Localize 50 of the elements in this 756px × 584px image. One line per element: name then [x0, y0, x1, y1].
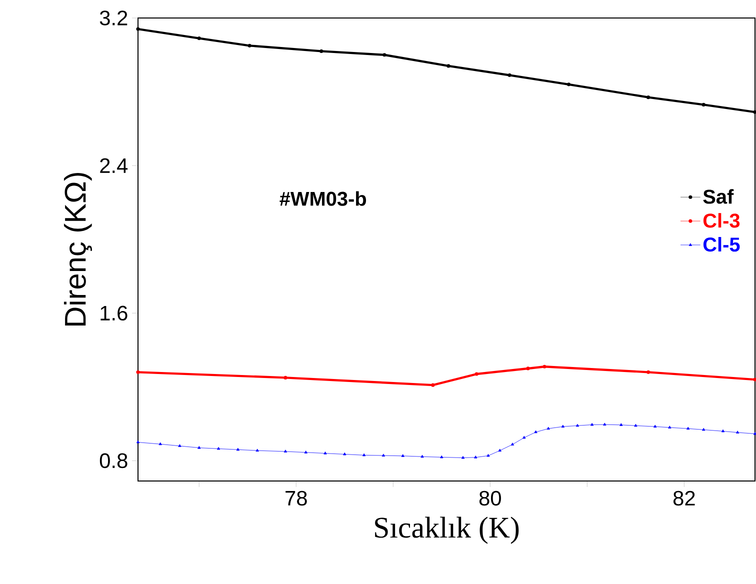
point: [136, 440, 140, 444]
point: [590, 422, 594, 426]
point: [603, 422, 606, 426]
point: [736, 430, 740, 434]
annotation: #WM03-b: [280, 191, 366, 206]
y-tick-label: 1.6: [100, 306, 128, 321]
point: [686, 426, 690, 430]
point: [668, 426, 672, 428]
x-tick-label: 80: [479, 490, 501, 506]
point: [522, 436, 526, 439]
point: [702, 428, 706, 431]
point: [362, 453, 366, 456]
legend-label: Cl-5: [703, 236, 740, 252]
point: [324, 452, 327, 454]
point: [216, 446, 220, 450]
point: [158, 442, 162, 446]
point: [236, 448, 240, 451]
point: [486, 454, 490, 457]
point: [256, 448, 259, 452]
point: [461, 456, 465, 459]
point: [534, 430, 538, 434]
point: [198, 446, 201, 449]
point: [654, 424, 657, 428]
point: [721, 429, 725, 432]
point: [440, 455, 444, 458]
y-tick-label: 3.2: [100, 10, 128, 26]
point: [343, 452, 346, 456]
point: [634, 424, 638, 427]
legend-label: Saf: [703, 189, 734, 204]
x-tick-label: 82: [673, 490, 695, 506]
point: [382, 454, 386, 457]
point: [561, 424, 565, 428]
legend-label: Cl-3: [703, 213, 740, 228]
point: [178, 444, 182, 447]
point: [304, 450, 308, 454]
point: [498, 448, 502, 452]
point: [401, 454, 404, 457]
y-tick-label: 0.8: [100, 453, 128, 468]
y-axis-title: Direnç (KΩ): [64, 172, 92, 326]
x-axis-title: Sıcaklık (K): [375, 516, 519, 544]
point: [576, 424, 580, 427]
point: [510, 442, 514, 446]
x-tick-label: 78: [286, 490, 307, 506]
point: [753, 432, 756, 435]
point: [546, 426, 550, 430]
point: [620, 423, 623, 426]
y-tick-label: 2.4: [100, 158, 128, 173]
point: [420, 454, 424, 458]
point: [284, 450, 288, 452]
point: [474, 456, 478, 458]
